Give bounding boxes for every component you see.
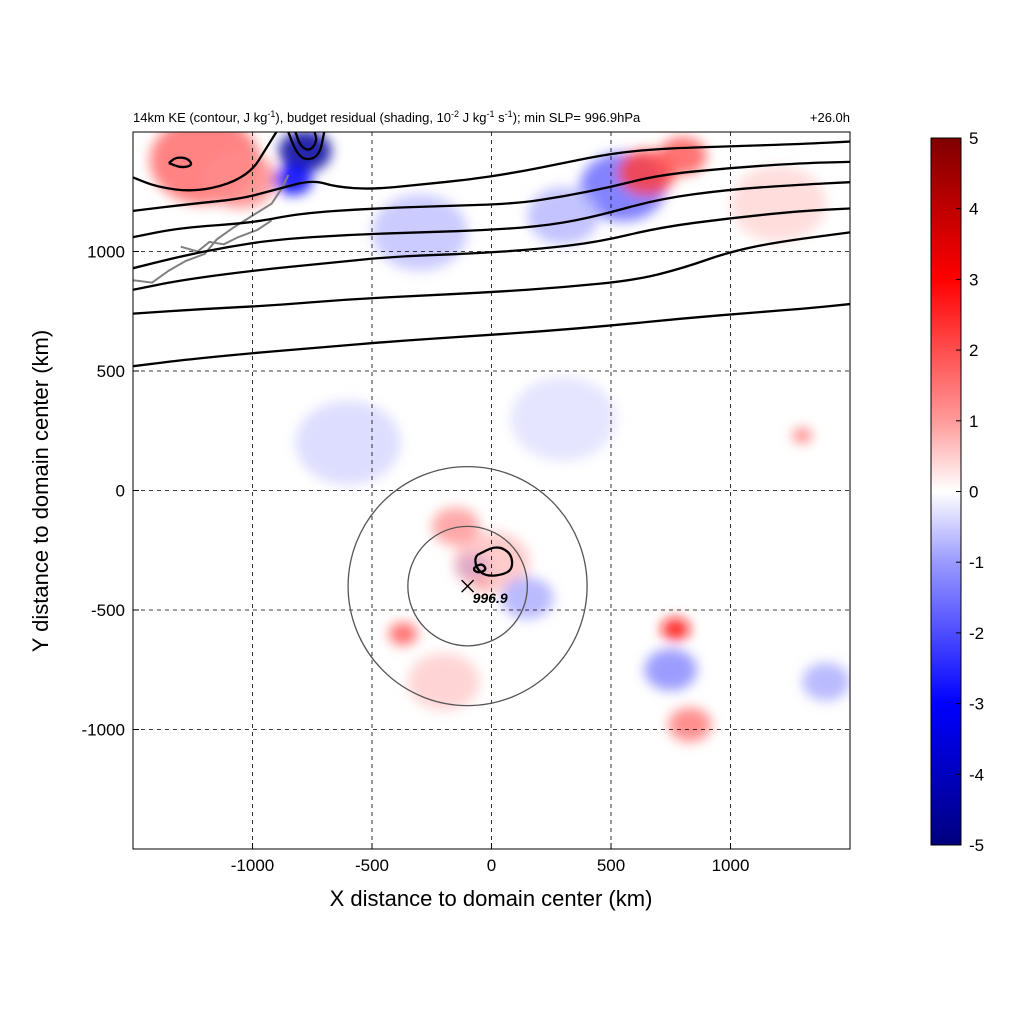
residual-patch [668,707,712,742]
ke-contour [472,563,487,574]
ke-contours [133,132,850,577]
residual-patch [407,653,480,711]
y-tick-label: 0 [116,482,125,501]
ke-contour [133,140,850,213]
x-tick-label: 0 [487,856,496,875]
chart-title: 14km KE (contour, J kg-1), budget residu… [133,109,641,125]
ke-contour [133,302,850,368]
colorbar-tick-label: 1 [969,412,978,431]
x-axis-ticks: -1000 -500 0 500 1000 [231,843,750,875]
ke-contour [168,156,193,169]
ke-contour [133,160,850,239]
colorbar-tick-label: 3 [969,270,978,289]
x-axis-label: X distance to domain center (km) [330,886,653,911]
colorbar-tick-label: 0 [969,483,978,502]
residual-patch [204,151,277,209]
residual-patch [644,648,698,691]
time-label: +26.0h [810,110,850,125]
ke-contour [133,132,278,192]
y-axis-ticks: -1000 -500 0 500 1000 [82,243,139,740]
residual-patch [730,165,827,242]
residual-patch [527,186,600,245]
residual-patch [510,376,616,461]
x-tick-label: 500 [597,856,625,875]
coastline [133,174,290,284]
plot-content: 996.9 [133,132,850,849]
residual-patch [658,136,707,176]
residual-patch [501,577,554,620]
y-tick-label: 500 [97,362,125,381]
residual-patch [802,662,850,701]
y-tick-label: 1000 [87,243,125,262]
ke-contour [287,132,326,161]
x-tick-label: -500 [355,856,389,875]
y-axis-label: Y distance to domain center (km) [28,330,53,652]
residual-patch [661,617,690,641]
center-marker [461,579,475,593]
residual-patch [388,622,418,646]
colorbar-tick-label: 5 [969,129,978,148]
min-slp-label: 996.9 [473,590,508,606]
colorbar-tick-label: -3 [969,695,984,714]
ke-contour [294,132,318,151]
x-tick-label: -1000 [231,856,274,875]
ke-contour [133,181,850,270]
y-tick-label: -500 [91,601,125,620]
y-tick-label: -1000 [82,721,125,740]
residual-patch [792,427,812,444]
x-tick-label: 1000 [712,856,750,875]
range-rings [347,465,588,707]
colorbar-tick-label: -2 [969,624,984,643]
residual-patch [431,507,480,546]
ke-contour [133,231,850,315]
colorbar-tick-label: -4 [969,765,984,784]
ke-contour [133,207,850,291]
residual-patch [295,400,401,485]
residual-patch [453,531,530,593]
colorbar-ticks: 5 4 3 2 1 0 -1 -2 -3 -4 -5 [956,129,984,855]
colorbar-tick-label: -1 [969,553,984,572]
range-ring [347,465,588,707]
range-ring [407,525,529,647]
colorbar-tick-label: -5 [969,836,984,855]
colorbar-tick-label: 2 [969,341,978,360]
storm-center: 996.9 [461,579,508,606]
colorbar-tick-label: 4 [969,200,978,219]
